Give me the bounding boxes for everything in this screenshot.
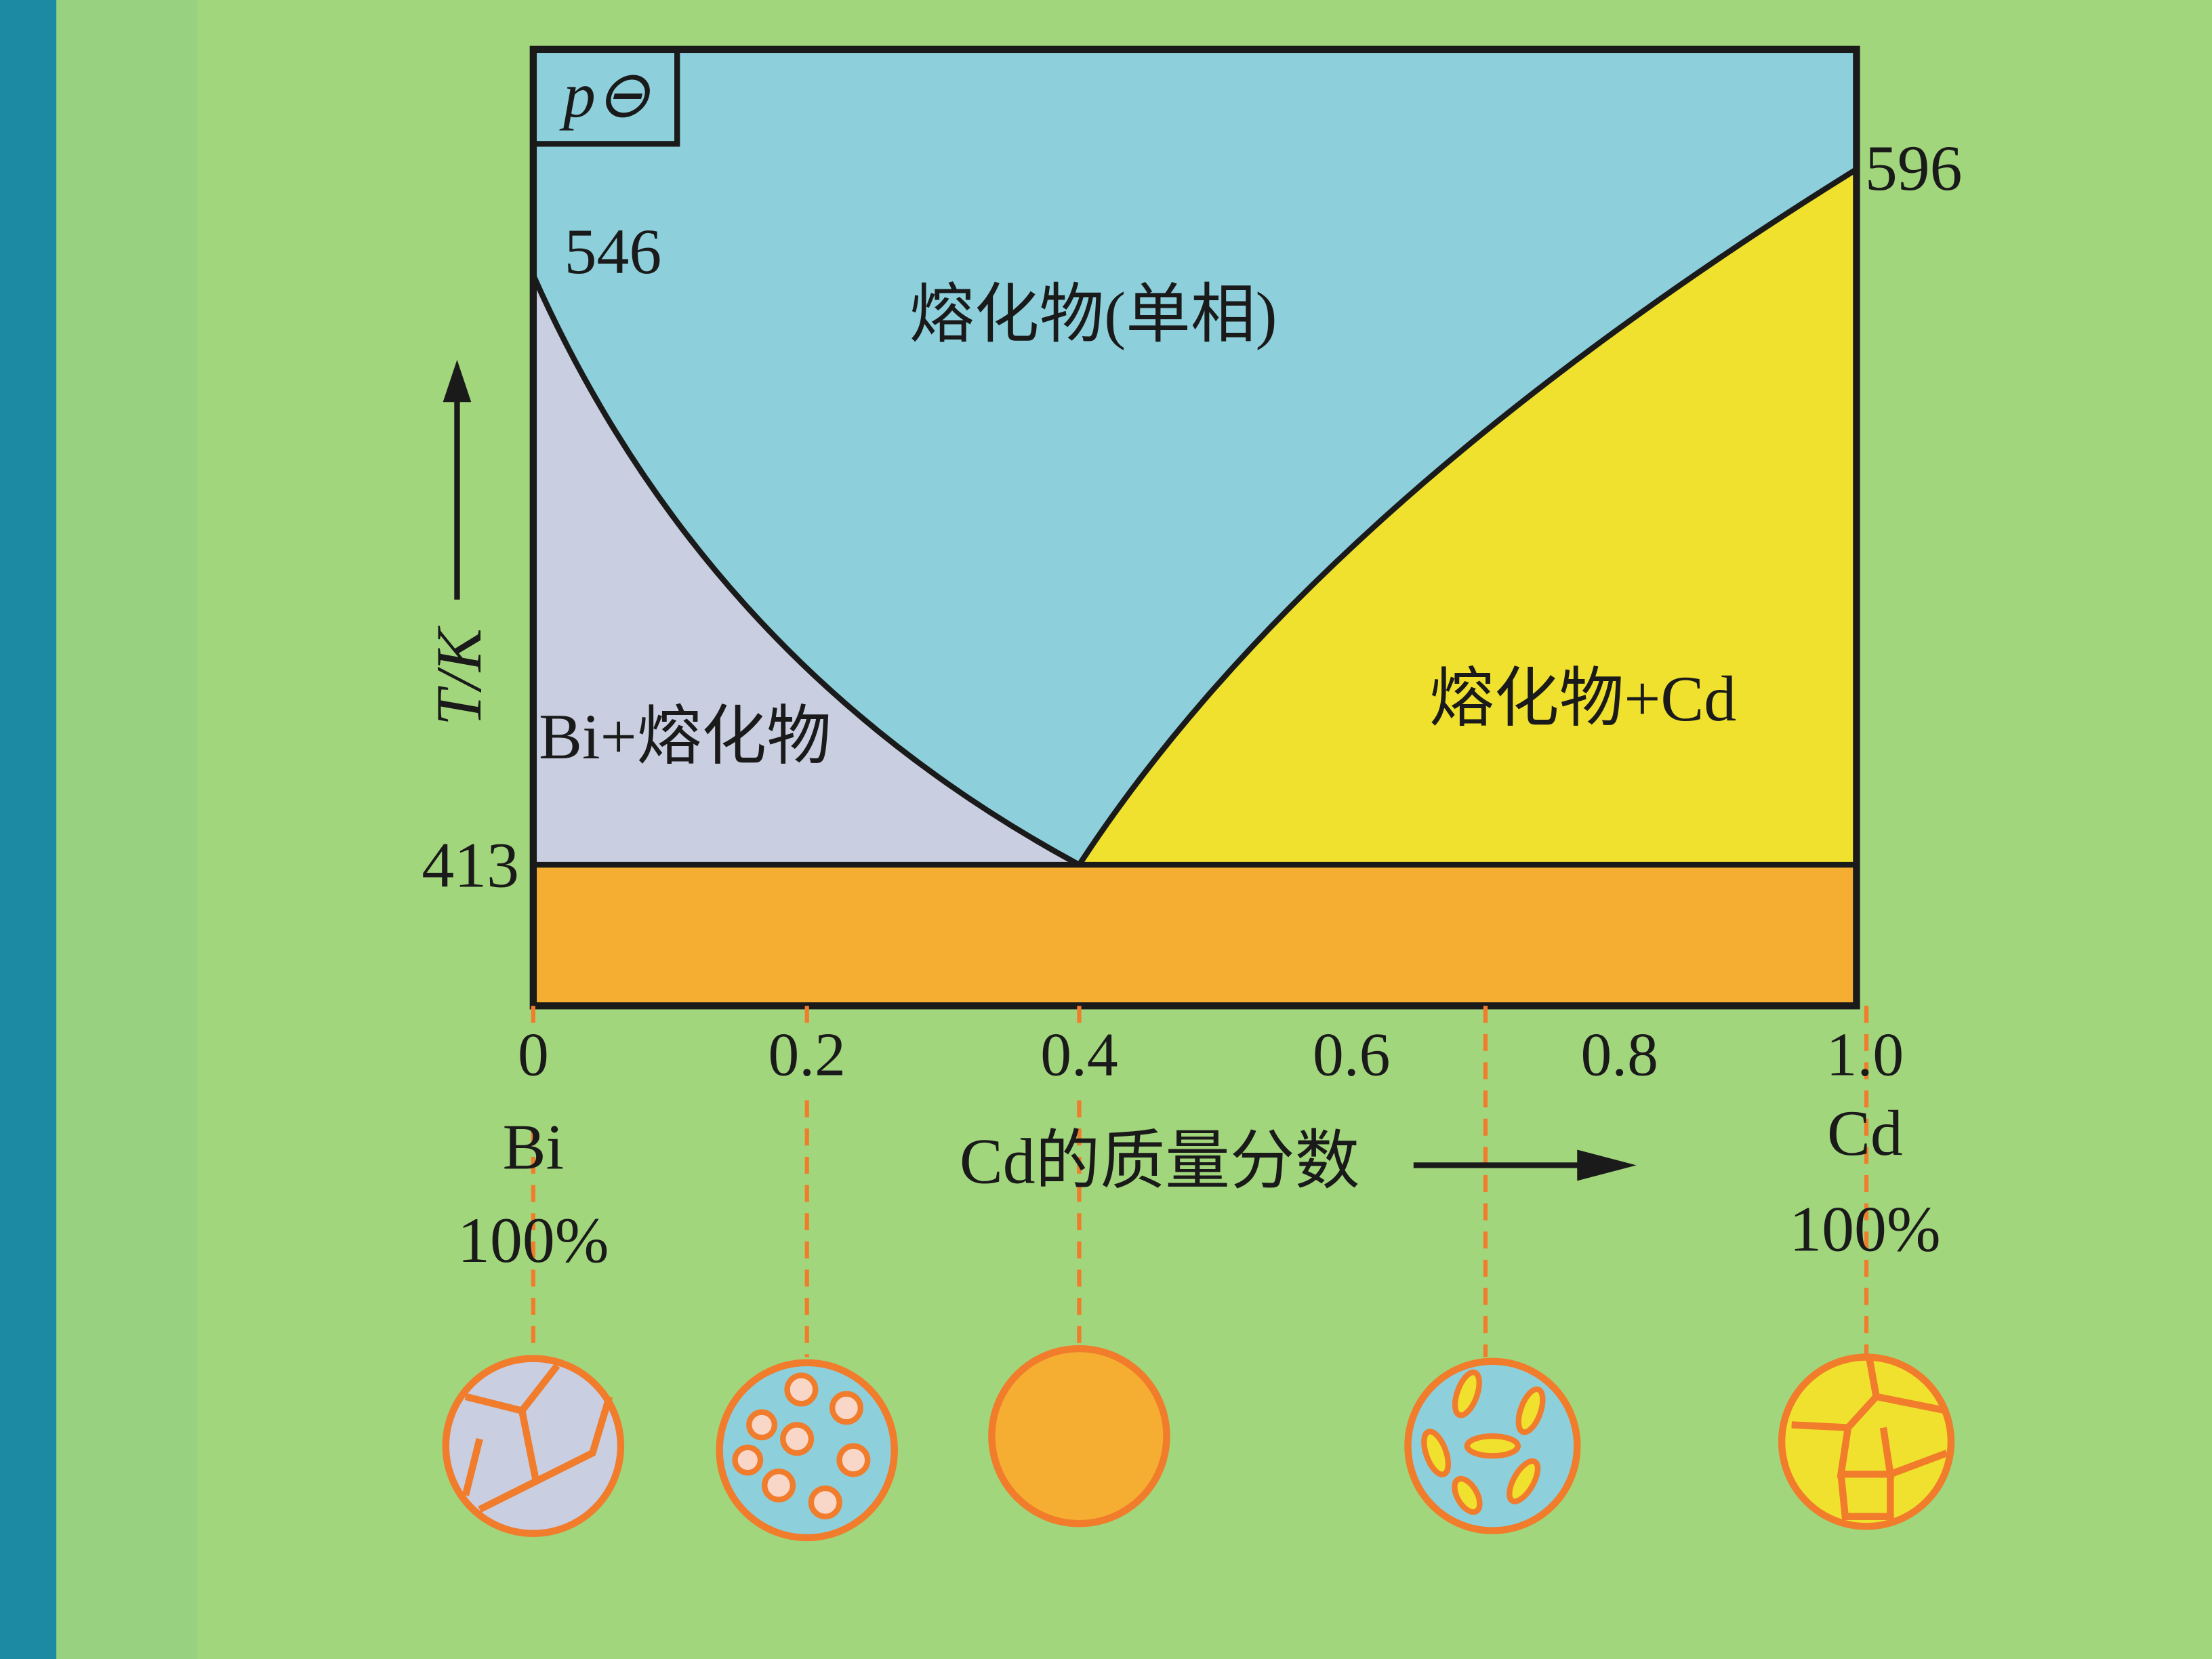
solid-region <box>533 865 1857 1006</box>
micro-melt-cd <box>1404 1357 1581 1534</box>
cd-liquidus <box>1076 167 1858 867</box>
page-edge <box>0 0 57 1659</box>
bi-melt-region <box>533 274 1080 865</box>
pressure-box <box>530 46 680 147</box>
temp-label: 413 <box>422 829 519 901</box>
temp-label: 596 <box>1865 132 1963 204</box>
x-tick-label: 0.4 <box>1040 1019 1118 1088</box>
end-percent: 100% <box>1789 1193 1940 1265</box>
pressure-label: p⊖ <box>559 59 651 131</box>
region-label: Bi+熔化物 <box>539 701 832 773</box>
x-tick-label: 1.0 <box>1826 1019 1904 1088</box>
region-label: 熔化物+Cd <box>1429 663 1736 735</box>
end-percent: 100% <box>457 1204 609 1276</box>
x-axis-label: Cd的质量分数 <box>960 1126 1360 1197</box>
x-tick-label: 0 <box>518 1019 549 1088</box>
frame <box>529 45 1860 1010</box>
x-arrow-head <box>1577 1149 1637 1181</box>
micro-cd <box>1778 1353 1955 1530</box>
y-arrow-head <box>443 359 472 403</box>
y-axis-label: T/K <box>423 626 495 726</box>
temp-label: 546 <box>565 216 662 287</box>
x-tick-label: 0.6 <box>1313 1019 1390 1088</box>
micro-bi-melt <box>716 1359 898 1542</box>
page-margin <box>56 0 198 1659</box>
melt-cd-region <box>1079 169 1857 865</box>
micro-eutectic <box>988 1345 1170 1528</box>
micro-bi <box>442 1355 625 1537</box>
bi-liquidus <box>531 274 1081 867</box>
dashed-guides <box>531 1006 1869 1357</box>
x-tick-label: 0.8 <box>1580 1019 1658 1088</box>
end-element: Bi <box>503 1111 564 1183</box>
x-tick-label: 0.2 <box>768 1019 845 1088</box>
end-element: Cd <box>1827 1097 1903 1169</box>
region-label: 熔化物(单相) <box>909 279 1277 351</box>
